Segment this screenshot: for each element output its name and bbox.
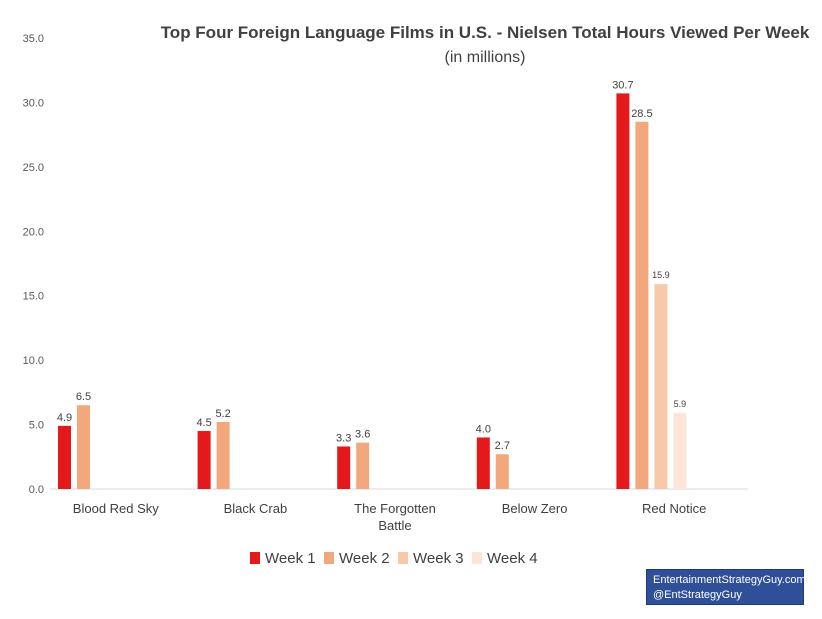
- y-tick-label: 5.0: [29, 420, 44, 432]
- chart-title: Top Four Foreign Language Films in U.S. …: [161, 23, 810, 42]
- bar: [495, 454, 509, 489]
- y-tick-label: 35.0: [23, 33, 44, 45]
- bar: [476, 437, 490, 489]
- bars: 4.9 6.5 4.5 5.2 3.3 3.6 4.0 2.7 30.7 28.5 15.9 5.9: [57, 79, 687, 489]
- data-label: 5.9: [674, 399, 687, 409]
- credit-website: EntertainmentStrategyGuy.com: [653, 574, 806, 586]
- credit-box: EntertainmentStrategyGuy.com @EntStrateg…: [646, 569, 806, 605]
- chart-subtitle: (in millions): [445, 49, 526, 66]
- bar: [337, 446, 351, 489]
- y-axis: 0.0 5.0 10.0 15.0 20.0 25.0 30.0 35.0: [23, 33, 44, 496]
- legend-label: Week 1: [265, 550, 316, 567]
- bar: [673, 412, 687, 489]
- data-label: 4.0: [476, 423, 491, 435]
- bar: [58, 425, 71, 489]
- bar: [616, 93, 630, 489]
- category-label: Black Crab: [224, 501, 288, 516]
- legend-swatch: [250, 552, 260, 564]
- bar: [216, 421, 230, 489]
- legend-label: Week 4: [487, 550, 538, 567]
- data-label: 3.3: [336, 432, 351, 444]
- y-tick-label: 0.0: [29, 484, 44, 496]
- data-label: 2.7: [495, 440, 510, 452]
- data-label: 3.6: [355, 429, 370, 441]
- data-label: 4.9: [57, 412, 72, 424]
- y-tick-label: 15.0: [23, 291, 44, 303]
- data-label: 6.5: [76, 391, 91, 403]
- bar: [356, 442, 370, 489]
- bar: [197, 431, 211, 489]
- bar: [77, 405, 90, 489]
- legend-label: Week 2: [339, 550, 390, 567]
- bar: [635, 121, 649, 489]
- data-label: 5.2: [215, 408, 230, 420]
- x-axis: Blood Red Sky Black Crab The Forgotten Batt…: [73, 501, 707, 533]
- data-label: 15.9: [652, 270, 670, 280]
- y-tick-label: 30.0: [23, 97, 44, 109]
- legend-label: Week 3: [413, 550, 464, 567]
- category-label: The Forgotten: [354, 501, 436, 516]
- legend-swatch: [324, 552, 334, 564]
- data-label: 28.5: [631, 108, 652, 120]
- data-label: 30.7: [612, 79, 633, 91]
- legend: Week 1 Week 2 Week 3 Week 4: [250, 550, 538, 567]
- y-tick-label: 25.0: [23, 162, 44, 174]
- category-label: Below Zero: [502, 501, 568, 516]
- legend-swatch: [472, 552, 482, 564]
- credit-handle: @EntStrategyGuy: [653, 589, 742, 601]
- legend-swatch: [398, 552, 408, 564]
- y-tick-label: 20.0: [23, 226, 44, 238]
- bar: [654, 284, 668, 489]
- data-label: 4.5: [196, 417, 211, 429]
- category-label: Red Notice: [642, 501, 706, 516]
- y-tick-label: 10.0: [23, 355, 44, 367]
- category-label: Battle: [378, 518, 411, 533]
- category-label: Blood Red Sky: [73, 501, 159, 516]
